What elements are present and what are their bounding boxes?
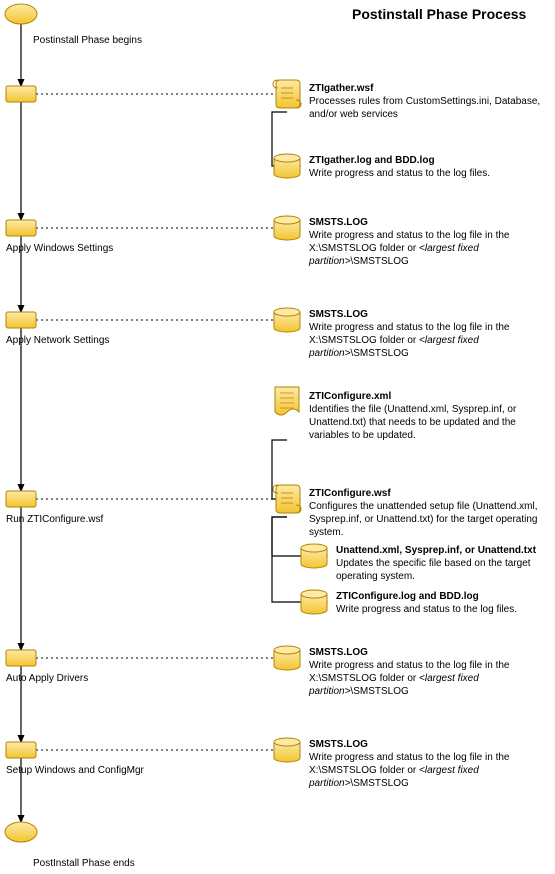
artifact-label: SMSTS.LOGWrite progress and status to th… — [309, 308, 541, 360]
process-label: Run ZTIConfigure.wsf — [6, 513, 103, 526]
artifact-label: ZTIgather.wsfProcesses rules from Custom… — [309, 82, 541, 121]
artifact-label: ZTIConfigure.log and BDD.logWrite progre… — [336, 590, 555, 616]
page-title: Postinstall Phase Process — [352, 6, 526, 22]
process-label: Apply Network Settings — [6, 334, 109, 347]
process-label: Auto Apply Drivers — [6, 672, 88, 685]
artifact-label: ZTIConfigure.xmlIdentifies the file (Una… — [309, 390, 541, 442]
artifact-label: Unattend.xml, Sysprep.inf, or Unattend.t… — [336, 544, 555, 583]
artifact-label: SMSTS.LOGWrite progress and status to th… — [309, 646, 541, 698]
process-label: Setup Windows and ConfigMgr — [6, 764, 144, 777]
process-label: Apply Windows Settings — [6, 242, 113, 255]
phase-label: PostInstall Phase ends — [33, 857, 135, 870]
artifact-label: ZTIConfigure.wsfConfigures the unattende… — [309, 487, 541, 539]
artifact-label: SMSTS.LOGWrite progress and status to th… — [309, 216, 541, 268]
artifact-label: ZTIgather.log and BDD.logWrite progress … — [309, 154, 541, 180]
artifact-label: SMSTS.LOGWrite progress and status to th… — [309, 738, 541, 790]
phase-label: Postinstall Phase begins — [33, 34, 142, 47]
